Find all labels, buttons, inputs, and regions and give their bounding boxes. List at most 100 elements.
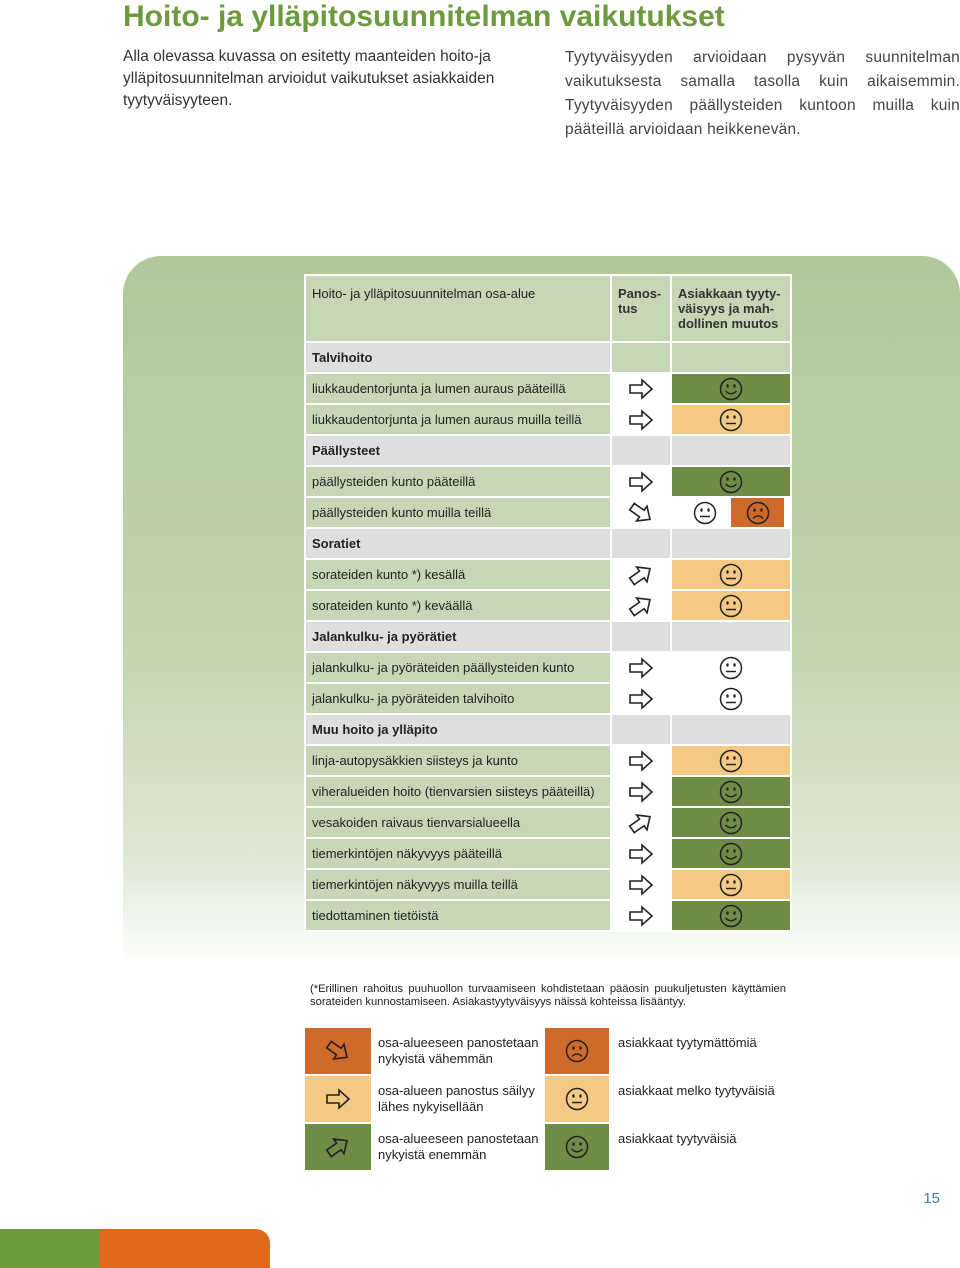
smiley-neutral-icon	[719, 656, 743, 679]
smiley-happy-icon	[719, 780, 743, 803]
table-row: päällysteiden kunto pääteillä	[304, 465, 792, 498]
arrow-same-icon	[629, 656, 654, 679]
satisfaction-cell	[670, 682, 792, 715]
header-area: Hoito- ja ylläpitosuunnitelman osa-alue	[304, 274, 612, 343]
smiley-neutral-icon	[719, 749, 743, 772]
row-label: viheralueiden hoito (tienvarsien siistey…	[304, 775, 612, 808]
table-header-row: Hoito- ja ylläpitosuunnitelman osa-alue …	[304, 274, 792, 343]
legend-effort-swatch	[305, 1028, 371, 1074]
section-title: Jalankulku- ja pyörätiet	[304, 620, 612, 653]
arrow-less-icon	[628, 501, 651, 522]
header-satisfaction: Asiakkaan tyyty-väisyys ja mah-dollinen …	[670, 274, 792, 343]
satisfaction-cell	[670, 589, 792, 622]
arrow-same-icon	[629, 377, 654, 400]
page-title: Hoito- ja ylläpitosuunnitelman vaikutuks…	[123, 0, 725, 33]
row-label: päällysteiden kunto pääteillä	[304, 465, 612, 498]
table-row: sorateiden kunto *) keväällä	[304, 589, 792, 622]
intro-text-right: Tyytyväisyyden arvioidaan pysyvän suunni…	[565, 49, 960, 138]
section-title: Päällysteet	[304, 434, 612, 467]
row-label: linja-autopysäkkien siisteys ja kunto	[304, 744, 612, 777]
smiley-happy-icon	[565, 1135, 589, 1159]
effort-cell	[610, 775, 672, 808]
effort-cell	[610, 899, 672, 932]
table-row: linja-autopysäkkien siisteys ja kunto	[304, 744, 792, 777]
satisfaction-cell	[670, 744, 792, 777]
arrow-less-icon	[325, 1040, 348, 1060]
table-row: liukkaudentorjunta ja lumen auraus muill…	[304, 403, 792, 436]
arrow-same-icon	[629, 749, 654, 772]
arrow-same-icon	[629, 780, 654, 803]
table-row: viheralueiden hoito (tienvarsien siistey…	[304, 775, 792, 808]
legend-satisfaction-swatch	[545, 1028, 609, 1074]
satisfaction-cell	[670, 837, 792, 870]
section-fill	[610, 620, 672, 653]
section-fill	[670, 713, 792, 746]
arrow-same-icon	[629, 904, 654, 927]
satisfaction-cell	[670, 775, 792, 808]
section-row: Jalankulku- ja pyörätiet	[304, 620, 792, 653]
table-row: sorateiden kunto *) kesällä	[304, 558, 792, 591]
effort-cell	[610, 837, 672, 870]
table-row: liukkaudentorjunta ja lumen auraus pääte…	[304, 372, 792, 405]
legend-satisfaction-label: asiakkaat tyytymättömiä	[618, 1035, 757, 1050]
smiley-happy-icon	[719, 377, 743, 400]
satisfaction-cell	[670, 496, 792, 529]
smiley-neutral-icon	[719, 594, 743, 617]
row-label: tiedottaminen tietöistä	[304, 899, 612, 932]
section-fill	[670, 434, 792, 467]
section-fill	[670, 620, 792, 653]
smiley-happy-icon	[719, 470, 743, 493]
satisfaction-cell	[670, 806, 792, 839]
effort-cell	[610, 496, 672, 529]
effort-cell	[610, 682, 672, 715]
satisfaction-cell	[670, 868, 792, 901]
smiley-neutral-icon	[693, 501, 716, 524]
section-row: Soratiet	[304, 527, 792, 560]
effort-cell	[610, 372, 672, 405]
legend-satisfaction-label: asiakkaat melko tyytyväisiä	[618, 1083, 775, 1098]
section-fill	[670, 341, 792, 374]
smiley-neutral-icon	[719, 563, 743, 586]
legend-satisfaction-swatch	[545, 1076, 609, 1122]
legend-effort-label: osa-alueeseen panostetaan nykyistä vähem…	[378, 1035, 539, 1066]
section-title: Talvihoito	[304, 341, 612, 374]
section-fill	[670, 527, 792, 560]
arrow-same-icon	[629, 408, 654, 431]
effort-cell	[610, 651, 672, 684]
section-row: Talvihoito	[304, 341, 792, 374]
impact-table: Hoito- ja ylläpitosuunnitelman osa-alue …	[304, 274, 792, 932]
smiley-neutral-icon	[565, 1087, 589, 1111]
row-label: liukkaudentorjunta ja lumen auraus muill…	[304, 403, 612, 436]
legend-satisfaction-swatch	[545, 1124, 609, 1170]
section-title: Muu hoito ja ylläpito	[304, 713, 612, 746]
legend-effort-swatch	[305, 1124, 371, 1170]
effort-cell	[610, 403, 672, 436]
section-fill	[610, 713, 672, 746]
footer-bar-green	[0, 1229, 100, 1268]
arrow-same-icon	[629, 842, 654, 865]
arrow-same-icon	[629, 873, 654, 896]
smiley-happy-icon	[719, 904, 743, 927]
smiley-happy-icon	[719, 811, 743, 834]
smiley-sad-icon	[565, 1039, 589, 1063]
row-label: tiemerkintöjen näkyvyys pääteillä	[304, 837, 612, 870]
row-label: liukkaudentorjunta ja lumen auraus pääte…	[304, 372, 612, 405]
satisfaction-cell	[670, 651, 792, 684]
section-row: Muu hoito ja ylläpito	[304, 713, 792, 746]
satisfaction-cell	[670, 403, 792, 436]
header-effort: Panos-tus	[610, 274, 672, 343]
smiley-sad-icon	[746, 501, 769, 524]
satisfaction-cell	[670, 558, 792, 591]
table-row: tiemerkintöjen näkyvyys pääteillä	[304, 837, 792, 870]
satisfaction-cell	[670, 899, 792, 932]
arrow-more-icon	[628, 596, 651, 617]
section-fill	[610, 341, 672, 374]
smiley-neutral-icon	[719, 687, 743, 710]
satisfaction-cell	[670, 465, 792, 498]
footer-bar-orange	[100, 1229, 270, 1268]
legend-effort-swatch	[305, 1076, 371, 1122]
row-label: tiemerkintöjen näkyvyys muilla teillä	[304, 868, 612, 901]
legend-effort-label: osa-alueen panostus säilyy lähes nykyise…	[378, 1083, 535, 1114]
smiley-happy-icon	[719, 842, 743, 865]
arrow-more-icon	[628, 813, 651, 834]
